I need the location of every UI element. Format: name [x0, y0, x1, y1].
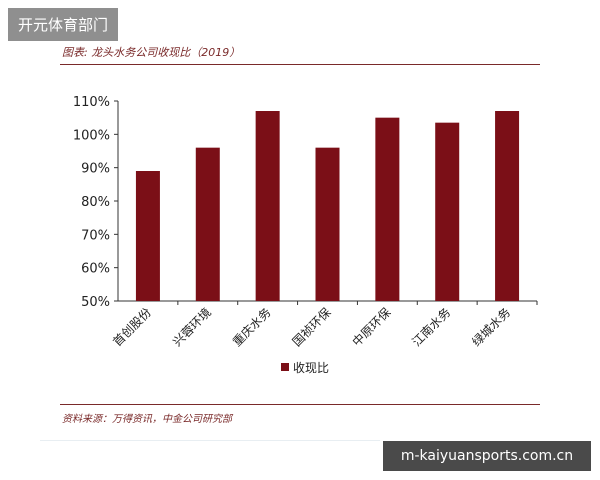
- y-tick-label: 60%: [81, 262, 110, 277]
- category-label: 兴蓉环境: [169, 305, 214, 350]
- y-tick-label: 100%: [73, 128, 110, 143]
- y-tick-label: 90%: [81, 162, 110, 177]
- bar: [435, 122, 460, 302]
- legend-label: 收现比: [293, 361, 329, 375]
- faint-divider: [40, 440, 380, 441]
- bottom-rule: [60, 404, 540, 405]
- category-label: 江南水务: [409, 305, 454, 350]
- chart-caption: 图表: 龙头水务公司收现比（2019）: [62, 46, 241, 59]
- category-label: 重庆水务: [229, 305, 274, 350]
- category-label: 绿城水务: [469, 305, 514, 350]
- watermark-bottom-badge: m-kaiyuansports.com.cn: [383, 441, 591, 471]
- y-tick-label: 80%: [81, 195, 110, 210]
- category-label: 国祯环保: [290, 305, 334, 349]
- bar: [135, 171, 160, 301]
- source-note: 资料来源：万得资讯，中金公司研究部: [62, 414, 232, 425]
- bar: [195, 147, 220, 301]
- bar-chart: 50% 60% 70% 80% 90% 100% 110% 首创股份 兴蓉环境 重庆水务 国祯环保中…: [73, 95, 538, 375]
- legend-swatch: [281, 363, 289, 371]
- bar: [255, 111, 280, 301]
- category-label: 首创股份: [110, 305, 154, 349]
- bar: [315, 147, 340, 301]
- bar: [375, 117, 400, 302]
- category-label: 中原环保: [349, 305, 394, 350]
- y-tick-label: 50%: [81, 295, 110, 310]
- y-tick-label: 110%: [73, 95, 110, 110]
- bar: [495, 111, 520, 301]
- y-tick-label: 70%: [81, 228, 110, 243]
- top-rule: [60, 64, 540, 65]
- watermark-top-badge: 开元体育部门: [8, 8, 119, 41]
